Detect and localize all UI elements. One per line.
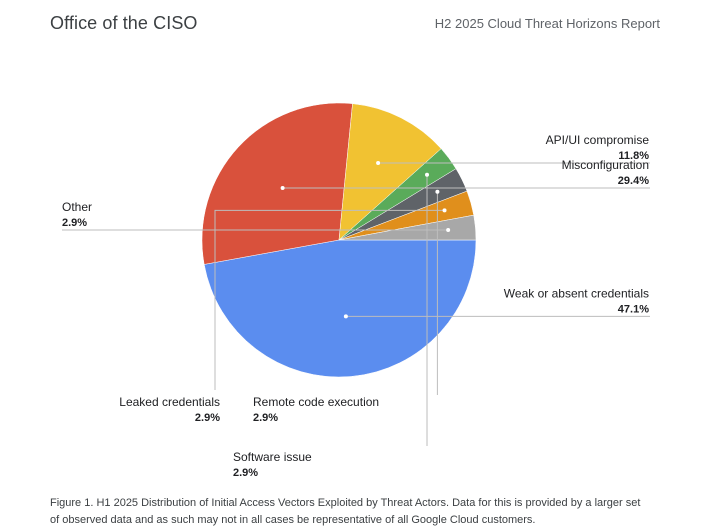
slice-label-software-issue: Software issue: [233, 450, 312, 464]
callout-dot-other: [446, 228, 451, 233]
slice-value-weak-or-absent-credentials: 47.1%: [618, 303, 649, 315]
callout-dot-misconfiguration: [280, 185, 285, 190]
slice-label-remote-code-execution: Remote code execution: [253, 395, 379, 409]
slice-value-remote-code-execution: 2.9%: [253, 412, 278, 424]
slice-label-weak-or-absent-credentials: Weak or absent credentials: [504, 286, 649, 300]
figure-caption: Figure 1. H1 2025 Distribution of Initia…: [50, 497, 641, 526]
callout-dot-weak-or-absent-credentials: [343, 314, 348, 319]
callout-dot-leaked-credentials: [442, 208, 447, 213]
callout-line-leaked-credentials: [214, 209, 445, 390]
slice-label-misconfiguration: Misconfiguration: [562, 158, 649, 172]
slice-value-misconfiguration: 29.4%: [618, 175, 649, 187]
pie-slices: [201, 102, 477, 378]
callout-dot-software-issue: [425, 172, 430, 177]
slice-value-api-ui-compromise: 11.8%: [618, 150, 649, 162]
brand-title: Office of the CISO: [50, 13, 198, 33]
slice-label-api-ui-compromise: API/UI compromise: [546, 133, 650, 147]
pie-slice-weak-or-absent-credentials: [203, 239, 477, 378]
callout-dot-api-ui-compromise: [376, 161, 381, 166]
pie-slice-misconfiguration: [201, 102, 353, 265]
slice-label-other: Other: [62, 200, 92, 214]
slice-label-leaked-credentials: Leaked credentials: [119, 395, 220, 409]
pie-chart: Weak or absent credentials 47.1% Misconfig…: [62, 102, 650, 479]
pie-labels: Weak or absent credentials 47.1% Misconfig…: [62, 133, 649, 479]
slice-value-software-issue: 2.9%: [233, 467, 258, 479]
slice-value-leaked-credentials: 2.9%: [195, 412, 220, 424]
pie-callouts: [62, 161, 650, 446]
pie-slice-api-ui-compromise: [338, 103, 442, 241]
callout-dot-remote-code-execution: [435, 189, 440, 194]
slice-value-other: 2.9%: [62, 217, 87, 229]
report-title: H2 2025 Cloud Threat Horizons Report: [434, 16, 660, 31]
pie-slice-other: [338, 214, 477, 241]
